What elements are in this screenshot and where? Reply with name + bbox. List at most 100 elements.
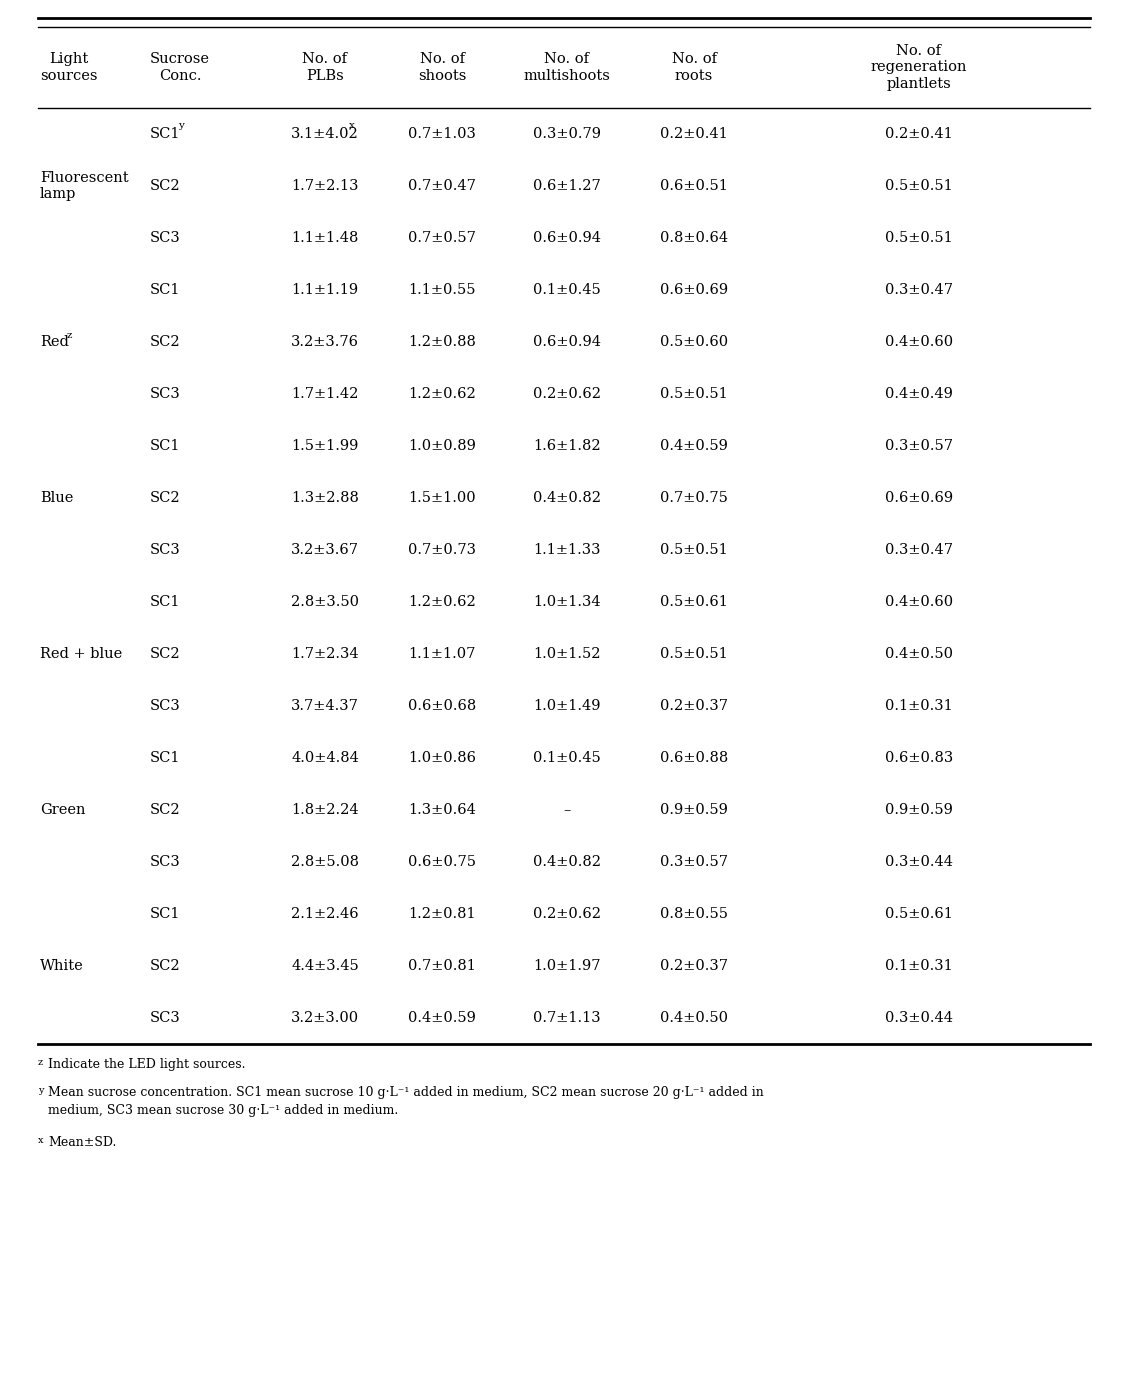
Text: 1.1±1.48: 1.1±1.48 bbox=[291, 231, 359, 245]
Text: 1.5±1.99: 1.5±1.99 bbox=[291, 440, 359, 453]
Text: 0.6±0.94: 0.6±0.94 bbox=[532, 335, 601, 349]
Text: 0.3±0.47: 0.3±0.47 bbox=[884, 283, 953, 297]
Text: SC3: SC3 bbox=[150, 231, 180, 245]
Text: 0.5±0.51: 0.5±0.51 bbox=[886, 179, 953, 192]
Text: White: White bbox=[40, 959, 84, 973]
Text: 0.7±0.47: 0.7±0.47 bbox=[408, 179, 476, 192]
Text: 1.0±0.89: 1.0±0.89 bbox=[408, 440, 476, 453]
Text: medium, SC3 mean sucrose 30 g·L⁻¹ added in medium.: medium, SC3 mean sucrose 30 g·L⁻¹ added … bbox=[48, 1103, 398, 1117]
Text: SC3: SC3 bbox=[150, 1011, 180, 1025]
Text: SC2: SC2 bbox=[150, 179, 180, 192]
Text: SC2: SC2 bbox=[150, 959, 180, 973]
Text: 1.2±0.81: 1.2±0.81 bbox=[408, 907, 475, 921]
Text: –: – bbox=[564, 802, 571, 818]
Text: 1.3±0.64: 1.3±0.64 bbox=[408, 802, 476, 818]
Text: 0.8±0.55: 0.8±0.55 bbox=[660, 907, 728, 921]
Text: 0.7±0.75: 0.7±0.75 bbox=[660, 491, 728, 506]
Text: 0.6±0.75: 0.6±0.75 bbox=[408, 855, 476, 868]
Text: 0.6±0.68: 0.6±0.68 bbox=[408, 699, 476, 713]
Text: 0.2±0.37: 0.2±0.37 bbox=[660, 959, 728, 973]
Text: SC1: SC1 bbox=[150, 126, 180, 142]
Text: 0.5±0.60: 0.5±0.60 bbox=[660, 335, 728, 349]
Text: 0.6±0.88: 0.6±0.88 bbox=[660, 752, 729, 765]
Text: No. of
roots: No. of roots bbox=[671, 52, 716, 82]
Text: 0.4±0.60: 0.4±0.60 bbox=[884, 335, 953, 349]
Text: 2.1±2.46: 2.1±2.46 bbox=[291, 907, 359, 921]
Text: 0.3±0.57: 0.3±0.57 bbox=[884, 440, 953, 453]
Text: No. of
PLBs: No. of PLBs bbox=[303, 52, 348, 82]
Text: SC3: SC3 bbox=[150, 699, 180, 713]
Text: 0.1±0.45: 0.1±0.45 bbox=[534, 752, 601, 765]
Text: 0.4±0.50: 0.4±0.50 bbox=[660, 1011, 728, 1025]
Text: 1.7±2.13: 1.7±2.13 bbox=[291, 179, 359, 192]
Text: 0.3±0.44: 0.3±0.44 bbox=[884, 1011, 953, 1025]
Text: 0.8±0.64: 0.8±0.64 bbox=[660, 231, 728, 245]
Text: Red: Red bbox=[40, 335, 68, 349]
Text: SC3: SC3 bbox=[150, 855, 180, 868]
Text: SC3: SC3 bbox=[150, 543, 180, 556]
Text: 0.2±0.41: 0.2±0.41 bbox=[886, 126, 953, 142]
Text: 0.5±0.61: 0.5±0.61 bbox=[886, 907, 953, 921]
Text: 0.7±1.03: 0.7±1.03 bbox=[408, 126, 476, 142]
Text: 1.8±2.24: 1.8±2.24 bbox=[291, 802, 359, 818]
Text: Light
sources: Light sources bbox=[40, 52, 98, 82]
Text: Red + blue: Red + blue bbox=[40, 647, 122, 661]
Text: 0.2±0.37: 0.2±0.37 bbox=[660, 699, 728, 713]
Text: 1.0±1.49: 1.0±1.49 bbox=[534, 699, 601, 713]
Text: 3.2±3.00: 3.2±3.00 bbox=[291, 1011, 359, 1025]
Text: 0.7±0.81: 0.7±0.81 bbox=[408, 959, 476, 973]
Text: 2.8±3.50: 2.8±3.50 bbox=[291, 595, 359, 609]
Text: Blue: Blue bbox=[40, 491, 73, 506]
Text: z: z bbox=[38, 1058, 43, 1068]
Text: SC2: SC2 bbox=[150, 802, 180, 818]
Text: Indicate the LED light sources.: Indicate the LED light sources. bbox=[48, 1058, 245, 1070]
Text: 4.0±4.84: 4.0±4.84 bbox=[291, 752, 359, 765]
Text: 0.1±0.31: 0.1±0.31 bbox=[886, 959, 953, 973]
Text: 0.6±0.69: 0.6±0.69 bbox=[660, 283, 728, 297]
Text: 0.7±0.57: 0.7±0.57 bbox=[408, 231, 476, 245]
Text: 0.4±0.59: 0.4±0.59 bbox=[660, 440, 728, 453]
Text: 0.3±0.57: 0.3±0.57 bbox=[660, 855, 728, 868]
Text: y: y bbox=[178, 121, 184, 131]
Text: 0.7±0.73: 0.7±0.73 bbox=[408, 543, 476, 556]
Text: 0.4±0.49: 0.4±0.49 bbox=[886, 387, 953, 401]
Text: 1.5±1.00: 1.5±1.00 bbox=[408, 491, 475, 506]
Text: SC1: SC1 bbox=[150, 283, 180, 297]
Text: x: x bbox=[38, 1136, 44, 1145]
Text: SC1: SC1 bbox=[150, 752, 180, 765]
Text: SC3: SC3 bbox=[150, 387, 180, 401]
Text: 1.3±2.88: 1.3±2.88 bbox=[291, 491, 359, 506]
Text: 0.3±0.79: 0.3±0.79 bbox=[532, 126, 601, 142]
Text: 1.2±0.62: 1.2±0.62 bbox=[408, 595, 476, 609]
Text: 0.4±0.59: 0.4±0.59 bbox=[408, 1011, 476, 1025]
Text: 0.6±0.51: 0.6±0.51 bbox=[660, 179, 728, 192]
Text: 0.5±0.51: 0.5±0.51 bbox=[886, 231, 953, 245]
Text: 0.4±0.82: 0.4±0.82 bbox=[532, 855, 601, 868]
Text: Fluorescent
lamp: Fluorescent lamp bbox=[40, 170, 129, 201]
Text: 0.9±0.59: 0.9±0.59 bbox=[886, 802, 953, 818]
Text: 3.7±4.37: 3.7±4.37 bbox=[291, 699, 359, 713]
Text: 1.0±1.34: 1.0±1.34 bbox=[534, 595, 601, 609]
Text: 1.1±1.07: 1.1±1.07 bbox=[408, 647, 475, 661]
Text: 0.6±1.27: 0.6±1.27 bbox=[534, 179, 601, 192]
Text: SC2: SC2 bbox=[150, 647, 180, 661]
Text: No. of
regeneration
plantlets: No. of regeneration plantlets bbox=[871, 44, 967, 91]
Text: SC2: SC2 bbox=[150, 335, 180, 349]
Text: Mean sucrose concentration. SC1 mean sucrose 10 g·L⁻¹ added in medium, SC2 mean : Mean sucrose concentration. SC1 mean suc… bbox=[48, 1085, 763, 1099]
Text: 3.2±3.67: 3.2±3.67 bbox=[291, 543, 359, 556]
Text: 4.4±3.45: 4.4±3.45 bbox=[291, 959, 359, 973]
Text: 0.2±0.62: 0.2±0.62 bbox=[532, 387, 601, 401]
Text: 1.7±2.34: 1.7±2.34 bbox=[291, 647, 359, 661]
Text: 1.1±1.19: 1.1±1.19 bbox=[291, 283, 359, 297]
Text: 0.3±0.47: 0.3±0.47 bbox=[884, 543, 953, 556]
Text: 0.4±0.60: 0.4±0.60 bbox=[884, 595, 953, 609]
Text: 0.9±0.59: 0.9±0.59 bbox=[660, 802, 728, 818]
Text: SC2: SC2 bbox=[150, 491, 180, 506]
Text: SC1: SC1 bbox=[150, 595, 180, 609]
Text: 0.1±0.31: 0.1±0.31 bbox=[886, 699, 953, 713]
Text: Sucrose
Conc.: Sucrose Conc. bbox=[150, 52, 210, 82]
Text: 1.0±1.52: 1.0±1.52 bbox=[534, 647, 601, 661]
Text: 1.2±0.62: 1.2±0.62 bbox=[408, 387, 476, 401]
Text: 0.4±0.50: 0.4±0.50 bbox=[884, 647, 953, 661]
Text: 0.2±0.41: 0.2±0.41 bbox=[660, 126, 728, 142]
